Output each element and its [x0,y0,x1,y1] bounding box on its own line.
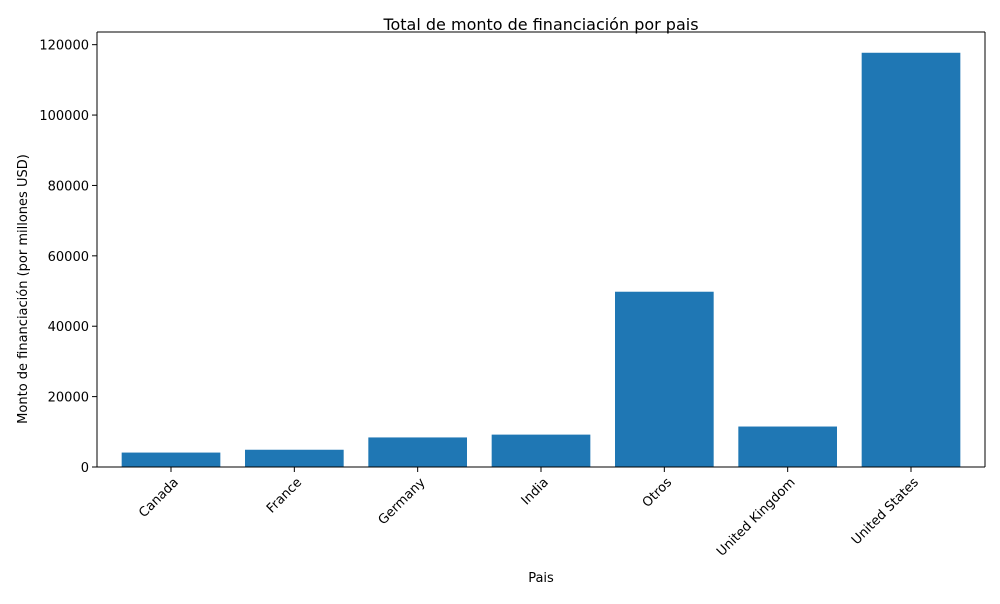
x-tick-label: Canada [136,475,182,521]
x-tick-label: Otros [640,475,676,511]
y-tick-label: 80000 [48,179,89,194]
y-tick-label: 60000 [48,250,89,265]
y-tick-label: 40000 [48,320,89,335]
bar-otros [615,291,714,467]
x-axis-label: Pais [528,571,554,586]
bar-germany [368,437,467,467]
y-tick-label: 100000 [39,109,89,124]
y-tick-label: 0 [81,461,89,476]
bars-group [121,52,961,467]
bar-india [491,434,591,467]
bar-canada [121,452,221,467]
x-tick-label: United Kingdom [714,475,798,559]
x-tick-label: United States [849,475,922,548]
x-ticks-group: Canada France Germany India Otros United King… [136,467,922,560]
x-tick-label: France [264,475,305,516]
y-axis-label: Monto de financiación (por millones USD) [16,154,31,424]
x-tick-label: Germany [376,475,429,528]
y-ticks-group: 0 20000 40000 60000 80000 100000 120000 [39,39,97,476]
bar-united-states [861,52,961,467]
chart-title: Total de monto de financiación por pais [382,15,698,34]
y-tick-label: 120000 [39,39,89,54]
axes-spines [96,31,986,468]
y-tick-label: 20000 [48,391,89,406]
x-tick-label: India [519,475,552,508]
bar-united-kingdom [738,426,837,467]
bar-france [245,449,344,467]
